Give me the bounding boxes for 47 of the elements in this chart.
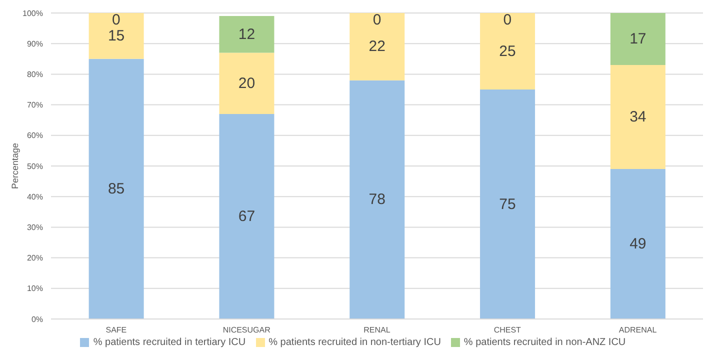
data-label: 22 <box>368 38 386 56</box>
bar <box>610 65 666 170</box>
legend-label: % patients recruited in non-ANZ ICU <box>464 337 626 348</box>
bar <box>219 52 274 114</box>
y-tick-label: 80% <box>26 70 43 80</box>
data-label: 49 <box>630 236 646 253</box>
y-tick-label: 10% <box>26 284 43 294</box>
data-label: 0 <box>112 12 120 28</box>
y-axis-title: Percentage <box>10 142 20 190</box>
data-label: 85 <box>108 180 125 198</box>
bar <box>350 13 405 80</box>
y-tick-label: 70% <box>26 100 43 110</box>
data-label: 75 <box>499 196 516 213</box>
data-label: 78 <box>368 191 386 208</box>
y-tick-label: 100% <box>22 8 43 18</box>
bar <box>219 114 274 319</box>
y-tick-label: 20% <box>26 254 43 263</box>
data-label: 0 <box>503 12 512 28</box>
bar <box>480 13 536 90</box>
x-tick-label: SAFE <box>106 326 127 335</box>
bar <box>610 13 666 66</box>
data-label: 12 <box>238 26 256 43</box>
data-label: 67 <box>238 208 256 225</box>
y-tick-label: 50% <box>26 162 43 171</box>
bar <box>88 58 144 319</box>
bar <box>219 16 274 53</box>
data-label: 15 <box>108 27 125 44</box>
y-tick-label: 90% <box>26 39 43 48</box>
bar <box>610 169 666 319</box>
y-tick-label: 40% <box>26 192 43 202</box>
x-tick-label: CHEST <box>494 326 522 335</box>
x-tick-label: RENAL <box>364 326 391 335</box>
y-tick-label: 0% <box>31 314 43 324</box>
x-tick-label: ADRENAL <box>618 326 658 335</box>
legend-label: % patients recruited in tertiary ICU <box>93 337 246 348</box>
data-label: 25 <box>499 42 516 60</box>
bar <box>480 90 536 319</box>
y-tick-label: 60% <box>26 131 43 140</box>
data-label: 0 <box>372 12 382 28</box>
bar <box>350 80 405 319</box>
legend-label: % patients recruited in non-tertiary ICU <box>268 337 441 348</box>
y-tick-label: 30% <box>26 223 43 232</box>
data-label: 17 <box>630 30 646 48</box>
data-label: 34 <box>630 108 646 126</box>
bar <box>88 13 144 59</box>
data-label: 20 <box>238 74 256 92</box>
x-tick-label: NICESUGAR <box>222 326 271 335</box>
